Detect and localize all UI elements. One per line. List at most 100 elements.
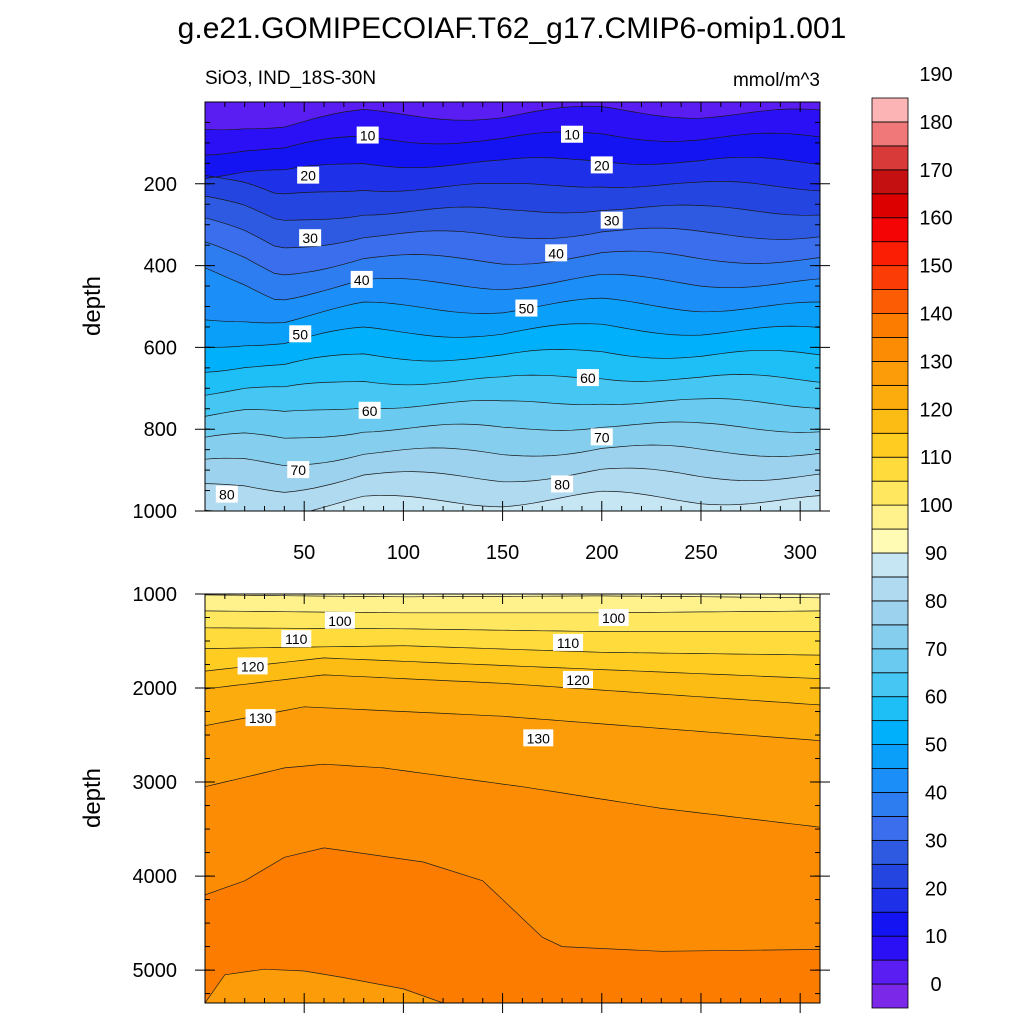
- colorbar-swatch: [871, 289, 909, 314]
- upper-contour-label: 70: [590, 428, 613, 446]
- colorbar-swatch: [871, 600, 909, 626]
- colorbar-tick-label: 140: [919, 304, 952, 326]
- upper-x-tick-label: 300: [783, 542, 816, 564]
- chart-subtitle: SiO3, IND_18S-30N: [205, 68, 376, 89]
- contour-label-box: [289, 325, 312, 343]
- upper-contour-label: 50: [515, 299, 538, 317]
- contour-label-box: [245, 709, 276, 727]
- colorbar: 0 10 20 30 40 50 60 70 80 90 100 110 120 130 140 150 160…: [871, 64, 953, 1009]
- lower-contour-line: [205, 657, 820, 679]
- colorbar-swatch: [871, 265, 909, 290]
- colorbar-tick-label: 160: [919, 208, 952, 230]
- contour-label-text: 30: [604, 213, 620, 229]
- contour-label-box: [553, 633, 584, 651]
- upper-contour-label: 60: [576, 369, 599, 387]
- colorbar-swatch: [871, 935, 909, 961]
- contour-label-box: [590, 428, 613, 446]
- lower-contour-label: 120: [237, 657, 268, 675]
- upper-contour-line: [205, 374, 820, 396]
- upper-contour-band: [205, 102, 820, 130]
- contour-label-box: [561, 125, 584, 143]
- contour-label-box: [299, 229, 322, 247]
- lower-contour-label: 130: [523, 729, 554, 747]
- contour-label-box: [287, 461, 310, 479]
- upper-contour-label: 80: [215, 485, 238, 503]
- upper-contour-line: [205, 267, 820, 301]
- colorbar-tick-label: 20: [925, 878, 947, 900]
- contour-label-box: [523, 729, 554, 747]
- colorbar-swatch: [871, 911, 909, 937]
- contour-label-text: 80: [219, 487, 235, 503]
- colorbar-swatch: [871, 672, 909, 698]
- upper-y-tick-label: 200: [144, 174, 177, 196]
- contour-label-text: 60: [362, 403, 378, 419]
- lower-contour-line: [205, 610, 820, 614]
- colorbar-swatch: [871, 169, 909, 195]
- upper-y-tick-label: 400: [144, 256, 177, 278]
- upper-contour-label: 10: [561, 125, 584, 143]
- upper-y-tick-label: 600: [144, 337, 177, 359]
- lower-contour-label: 110: [553, 633, 584, 651]
- colorbar-swatch: [871, 624, 909, 650]
- contour-label-text: 50: [292, 326, 308, 342]
- upper-contour-lines: [205, 105, 820, 540]
- lower-y-tick-label: 5000: [133, 960, 178, 982]
- contour-label-box: [281, 630, 312, 648]
- upper-contour-label: 70: [287, 461, 310, 479]
- contour-label-text: 20: [594, 157, 610, 173]
- upper-x-tick-label: 150: [486, 542, 519, 564]
- contour-label-box: [324, 611, 355, 629]
- upper-contour-line: [205, 217, 820, 249]
- contour-label-text: 100: [328, 613, 352, 629]
- colorbar-swatch: [871, 361, 909, 386]
- colorbar-tick-label: 110: [920, 447, 952, 469]
- colorbar-tick-label: 30: [925, 830, 947, 852]
- colorbar-tick-label: 150: [919, 256, 952, 278]
- upper-contour-label: 30: [600, 211, 623, 229]
- contour-label-box: [297, 166, 320, 184]
- lower-contour-band: [205, 847, 820, 1003]
- colorbar-swatch: [871, 528, 909, 554]
- upper-contour-line: [205, 156, 820, 179]
- colorbar-swatch: [871, 456, 909, 482]
- colorbar-tick-label: 80: [925, 591, 947, 613]
- upper-x-tick-label: 250: [684, 542, 717, 564]
- colorbar-swatch: [871, 121, 909, 147]
- lower-contour-label: 100: [324, 611, 355, 629]
- contour-label-box: [576, 369, 599, 387]
- contour-label-text: 130: [527, 730, 551, 746]
- colorbar-tick-label: 10: [925, 926, 947, 948]
- colorbar-tick-label: 190: [919, 64, 952, 86]
- colorbar-tick-label: 90: [925, 543, 947, 565]
- lower-y-tick-label: 2000: [133, 678, 178, 700]
- colorbar-swatch: [871, 816, 909, 841]
- colorbar-tick-label: 60: [925, 687, 947, 709]
- colorbar-tick-label: 70: [925, 639, 947, 661]
- contour-label-box: [237, 657, 268, 675]
- lower-contour-line: [205, 594, 820, 599]
- chart-title: g.e21.GOMIPECOIAF.T62_g17.CMIP6-omip1.00…: [178, 12, 847, 45]
- units-label: mmol/m^3: [733, 70, 820, 91]
- colorbar-swatch: [871, 720, 909, 745]
- upper-contour-line: [205, 349, 820, 373]
- upper-x-tick-label: 100: [387, 542, 420, 564]
- upper-x-tick-label: 200: [585, 542, 618, 564]
- upper-y-tick-label: 1000: [133, 501, 178, 523]
- lower-y-tick-label: 1000: [133, 584, 178, 606]
- colorbar-swatch: [871, 576, 909, 602]
- lower-contour-line: [205, 674, 820, 706]
- colorbar-swatch: [871, 480, 909, 506]
- colorbar-swatch: [871, 696, 909, 722]
- upper-contour-line: [205, 516, 820, 540]
- colorbar-swatch: [871, 408, 909, 434]
- contour-label-box: [215, 485, 238, 503]
- upper-contour-label: 40: [350, 270, 373, 288]
- contour-label-box: [545, 244, 568, 262]
- colorbar-swatch: [871, 145, 909, 171]
- colorbar-tick-label: 180: [919, 112, 952, 134]
- lower-contour-band: [205, 594, 820, 598]
- contour-label-box: [551, 475, 574, 493]
- upper-contour-labels: 10 10 20 20 30 30 40 40 50 50 60 60 70 70 80 80: [215, 125, 623, 503]
- upper-contour-line: [205, 131, 820, 156]
- lower-contour-line: [205, 706, 820, 742]
